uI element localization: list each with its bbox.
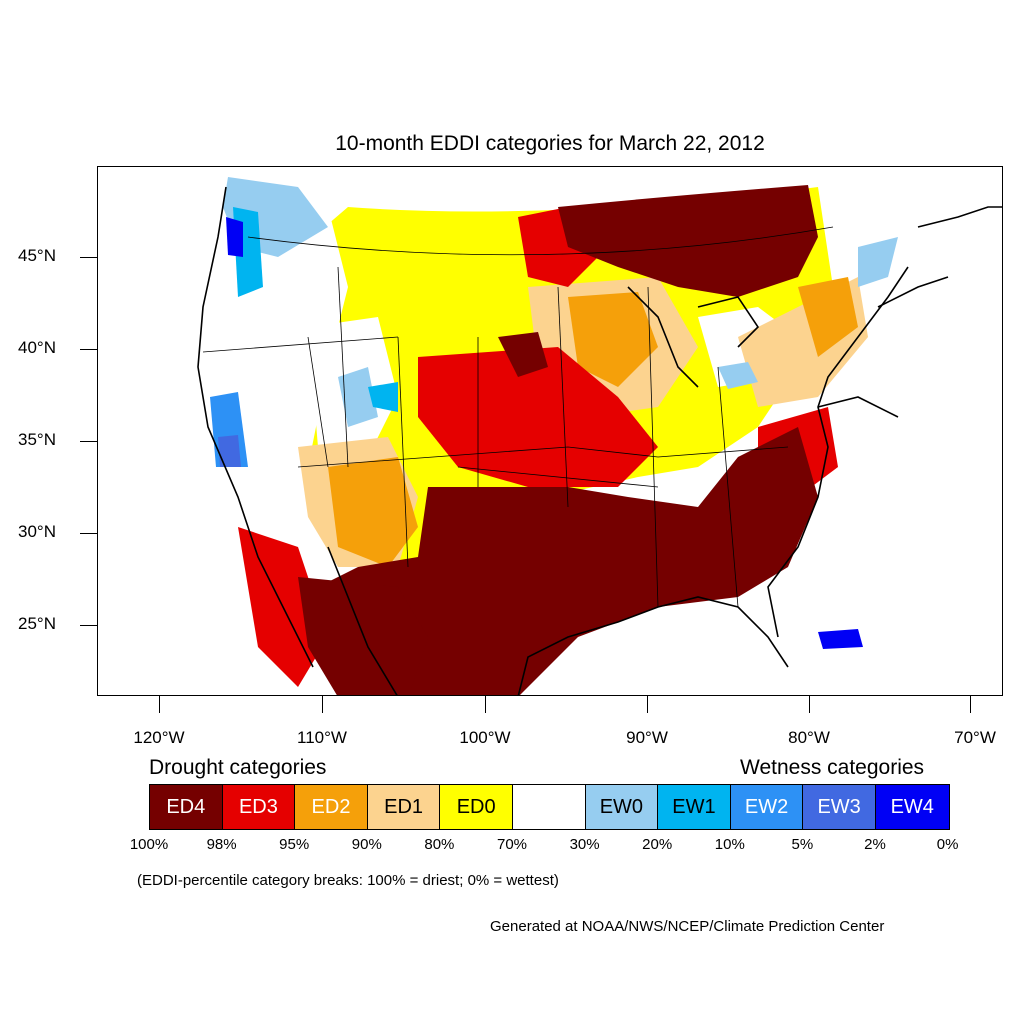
legend-cell-ed3: ED3 — [222, 785, 296, 829]
ed2-northeast — [798, 277, 858, 357]
ed4-southern-plains — [318, 427, 818, 695]
category-note: (EDDI-percentile category breaks: 100% =… — [137, 872, 559, 889]
lat-tick — [80, 533, 97, 534]
eddi-map — [197, 175, 1002, 695]
ew3-sierra — [218, 435, 241, 467]
percentile-label: 90% — [351, 836, 382, 853]
percentile-label: 80% — [424, 836, 455, 853]
lon-tick — [809, 696, 810, 713]
ew4-bahamas — [818, 629, 863, 649]
lat-tick — [80, 625, 97, 626]
legend-cell-ew0: EW0 — [585, 785, 659, 829]
percentile-label: 2% — [864, 836, 886, 853]
ew0-utah — [338, 367, 378, 427]
legend-cell-ew4: EW4 — [875, 785, 949, 829]
lat-tick — [80, 349, 97, 350]
lat-tick — [80, 257, 97, 258]
lon-tick — [970, 696, 971, 713]
wetness-heading: Wetness categories — [740, 756, 925, 779]
ew0-canada-east — [858, 237, 898, 287]
percentile-label: 0% — [936, 836, 959, 853]
drought-heading: Drought categories — [149, 756, 327, 779]
lat-label-25: 25°N — [18, 614, 56, 633]
percentile-label: 20% — [642, 836, 673, 853]
map-title: 10-month EDDI categories for March 22, 2… — [335, 132, 765, 155]
lon-label-110: 110°W — [297, 728, 347, 747]
legend-cell-ew1: EW1 — [658, 785, 731, 829]
lon-tick — [485, 696, 486, 713]
map-frame — [97, 166, 1003, 696]
coastlines — [197, 186, 1002, 695]
legend-cell-ed1: ED1 — [367, 785, 441, 829]
ed4-dakotas — [498, 332, 548, 377]
lon-label-80: 80°W — [788, 728, 830, 747]
lon-tick — [647, 696, 648, 713]
legend-cell-ed2: ED2 — [295, 785, 368, 829]
lon-label-70: 70°W — [954, 728, 996, 747]
lat-label-35: 35°N — [18, 430, 56, 449]
ew0-greatlakes — [718, 362, 758, 389]
ed4-upper-midwest — [558, 185, 818, 297]
legend-cell-neutral — [512, 785, 586, 829]
percentile-label: 98% — [206, 836, 237, 853]
ew4-olympic — [226, 217, 243, 257]
lat-label-40: 40°N — [18, 338, 56, 357]
lat-tick — [80, 441, 97, 442]
percentile-label: 5% — [791, 836, 814, 853]
legend-cell-ew3: EW3 — [803, 785, 876, 829]
lat-label-45: 45°N — [18, 246, 56, 265]
lon-label-90: 90°W — [626, 728, 668, 747]
lon-label-120: 120°W — [133, 728, 185, 747]
legend-bar: ED4 ED3 ED2 ED1 ED0 EW0 EW1 EW2 EW3 EW4 — [149, 784, 950, 830]
lon-tick — [322, 696, 323, 713]
percentile-label: 95% — [279, 836, 310, 853]
credit-line: Generated at NOAA/NWS/NCEP/Climate Predi… — [490, 918, 885, 935]
state-borders — [202, 226, 834, 608]
legend-cell-ew2: EW2 — [730, 785, 804, 829]
legend-cell-ed4: ED4 — [150, 785, 223, 829]
legend-cell-ed0: ED0 — [440, 785, 513, 829]
lon-label-100: 100°W — [459, 728, 511, 747]
percentile-label: 10% — [714, 836, 745, 853]
ew1-colorado — [368, 382, 398, 412]
ed2-midwest — [568, 292, 658, 387]
percentile-label: 70% — [496, 836, 528, 853]
percentile-label: 30% — [569, 836, 600, 853]
ed2-west — [328, 457, 418, 567]
lon-tick — [159, 696, 160, 713]
percentile-label: 100% — [129, 836, 169, 853]
lat-label-30: 30°N — [18, 522, 56, 541]
